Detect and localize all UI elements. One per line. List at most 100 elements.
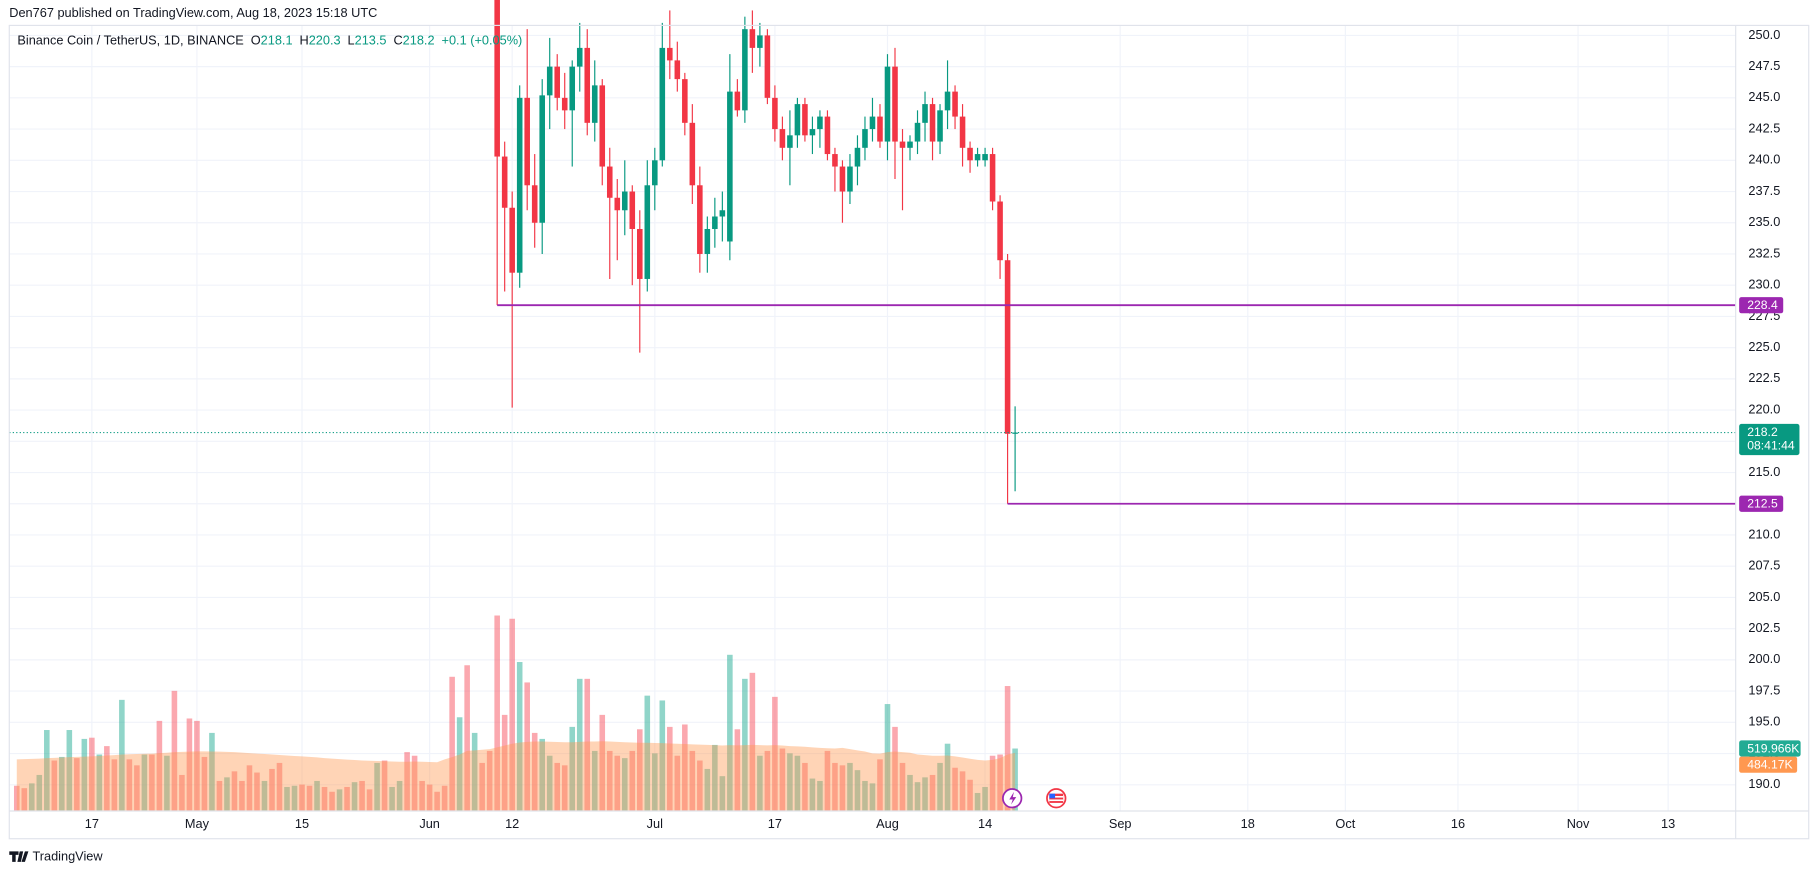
candle-body [749,29,756,48]
volume-bar [591,750,598,811]
candle-body [1004,260,1011,434]
candle-body [959,116,966,148]
candle-body [974,154,981,161]
volume-bar [697,760,703,811]
volume-bar [194,720,200,811]
x-tick-label: Oct [1335,816,1355,831]
candle-body [922,104,928,123]
candle-body [734,91,741,111]
volume-bar [59,756,65,811]
candle-body [899,141,906,148]
volume-bar [389,786,395,811]
x-tick-label: May [185,816,210,831]
candle-body [802,104,808,136]
volume-bar [449,676,455,811]
y-tick-label: 202.5 [1748,620,1780,635]
volume-bar [119,699,125,811]
candle-body [719,210,726,217]
volume-bar [667,726,673,811]
volume-bar [929,774,936,811]
volume-bar [539,738,545,811]
volume-bar [381,760,388,811]
volume-bar [779,748,786,811]
volume-bar [959,771,966,811]
candle-body [764,35,771,98]
candle-body [524,97,530,186]
flag [1049,793,1064,803]
candle-body [892,66,898,142]
change: +0.1 (+0.05%) [442,33,523,48]
candle-body [937,110,943,142]
volume-bar [501,714,508,811]
ohlc-key: O [251,33,261,48]
volume-bar [464,665,470,811]
candle-body [576,47,583,67]
candle-body [869,116,876,130]
ohlc-key: C [393,33,402,48]
candle-body [854,147,861,167]
candle-body [682,79,688,123]
candle-body [697,185,703,254]
x-tick-label: 16 [1451,816,1465,831]
volume-bar [652,753,658,811]
volume-bar [742,678,748,811]
legend-line: Binance Coin / TetherUS, 1D, BINANCE O218… [17,33,522,48]
volume-bar [621,758,628,811]
candle-body [629,191,636,229]
candle-body [779,129,786,148]
volume-bar [269,768,275,811]
volume-bar [606,750,613,811]
y-tick-label: 247.5 [1748,58,1780,73]
x-tick-label: Nov [1567,816,1590,831]
volume-bar [952,767,958,811]
volume-bar [839,765,846,811]
pane-border [8,24,1810,840]
volume-bar [847,762,853,811]
candle-body [667,47,673,61]
volume-bar [922,777,928,811]
volume-bar [201,756,208,811]
brand-name: TradingView [32,849,103,864]
volume-bar [944,743,951,811]
volume-bar [96,754,103,811]
volume-bar [291,785,298,811]
y-tick-label: 205.0 [1748,589,1780,604]
y-tick-label: 190.0 [1748,776,1780,791]
candle-body [554,66,561,98]
volume-ma-label: 484.17K [1747,757,1792,771]
volume-bar [877,759,883,811]
volume-bar [817,780,823,811]
volume-bar [967,779,973,811]
candle-body [494,0,500,157]
volume-bar [284,786,290,811]
volume-bar [599,714,606,811]
volume-bar [261,780,268,811]
volume-bar [809,778,816,811]
candle-body [637,228,643,279]
volume-bar [982,786,988,811]
candle-body [832,154,838,167]
price-label-box [1739,297,1784,314]
volume-bar [66,730,73,811]
candle-body [862,129,868,148]
volume-bar [134,765,140,811]
volume-bar [224,777,230,811]
volume-bar [824,750,831,811]
candle-body [884,66,891,142]
ohlc-value: 218.1 [261,33,293,48]
price-label: 228.4 [1747,298,1778,312]
x-tick-label: Aug [876,816,899,831]
volume-bar [531,732,538,811]
x-tick-label: Jul [647,816,663,831]
volume-bar [884,704,891,811]
candle-body [982,154,988,161]
volume-bar [276,762,283,811]
flag-stripe [1049,795,1064,798]
candle-body [621,191,628,211]
volume-bar [434,791,440,811]
volume-bar [554,762,561,811]
volume-bar [802,762,808,811]
volume-bar [524,682,530,811]
published-note: Den767 published on TradingView.com, Aug… [9,5,377,20]
